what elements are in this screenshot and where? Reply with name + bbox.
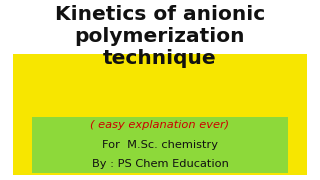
- Text: For  M.Sc. chemistry: For M.Sc. chemistry: [102, 140, 218, 150]
- Text: ( easy explanation ever): ( easy explanation ever): [91, 120, 229, 130]
- FancyBboxPatch shape: [32, 117, 288, 173]
- Text: Kinetics of anionic
polymerization
technique: Kinetics of anionic polymerization techn…: [55, 5, 265, 68]
- FancyBboxPatch shape: [13, 54, 307, 175]
- Text: By : PS Chem Education: By : PS Chem Education: [92, 159, 228, 169]
